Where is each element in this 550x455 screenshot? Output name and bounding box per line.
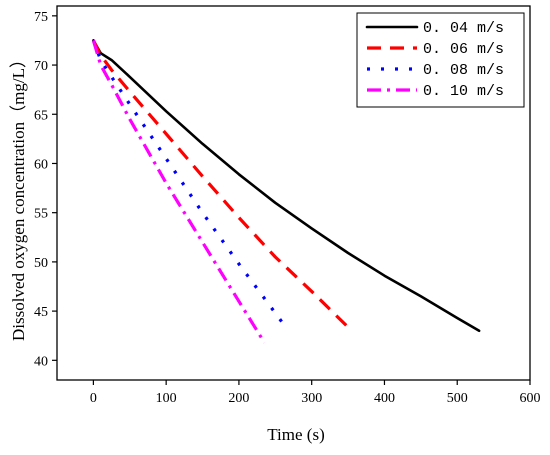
y-tick-label: 65 <box>34 108 48 123</box>
plot-frame <box>56 5 531 381</box>
x-tick-label: 0 <box>90 391 97 406</box>
legend: 0. 04 m/s 0. 06 m/s 0. 08 m/s 0. 10 m/s <box>356 12 525 108</box>
legend-label-1: 0. 06 m/s <box>423 41 504 58</box>
x-tick-label: 300 <box>301 391 322 406</box>
x-axis-title: Time (s) <box>267 425 324 444</box>
x-tick-label: 100 <box>156 391 177 406</box>
series-layer <box>91 39 481 344</box>
y-axis-title: Dissolved oxygen concentration（mg/L） <box>9 51 28 341</box>
y-tick-label: 45 <box>34 305 48 320</box>
y-axis-ticks: 40 45 50 55 60 65 70 75 <box>34 10 57 369</box>
series-line-1 <box>91 39 353 332</box>
y-tick-label: 55 <box>34 207 48 222</box>
y-tick-label: 50 <box>34 256 48 271</box>
x-tick-label: 600 <box>520 391 541 406</box>
y-tick-label: 60 <box>34 157 48 172</box>
legend-label-3: 0. 10 m/s <box>423 83 504 100</box>
y-tick-label: 70 <box>34 59 48 74</box>
x-tick-label: 200 <box>228 391 249 406</box>
y-tick-label: 75 <box>34 10 48 25</box>
y-tick-label: 40 <box>34 354 48 369</box>
legend-label-2: 0. 08 m/s <box>423 62 504 79</box>
x-tick-label: 500 <box>447 391 468 406</box>
plot-border <box>56 5 531 381</box>
x-axis-ticks: 0 100 200 300 400 500 600 <box>90 380 541 406</box>
x-tick-label: 400 <box>374 391 395 406</box>
series-line-0 <box>92 39 481 333</box>
series-line-3 <box>91 39 266 344</box>
legend-label-0: 0. 04 m/s <box>423 20 504 37</box>
legend-box <box>356 12 525 108</box>
